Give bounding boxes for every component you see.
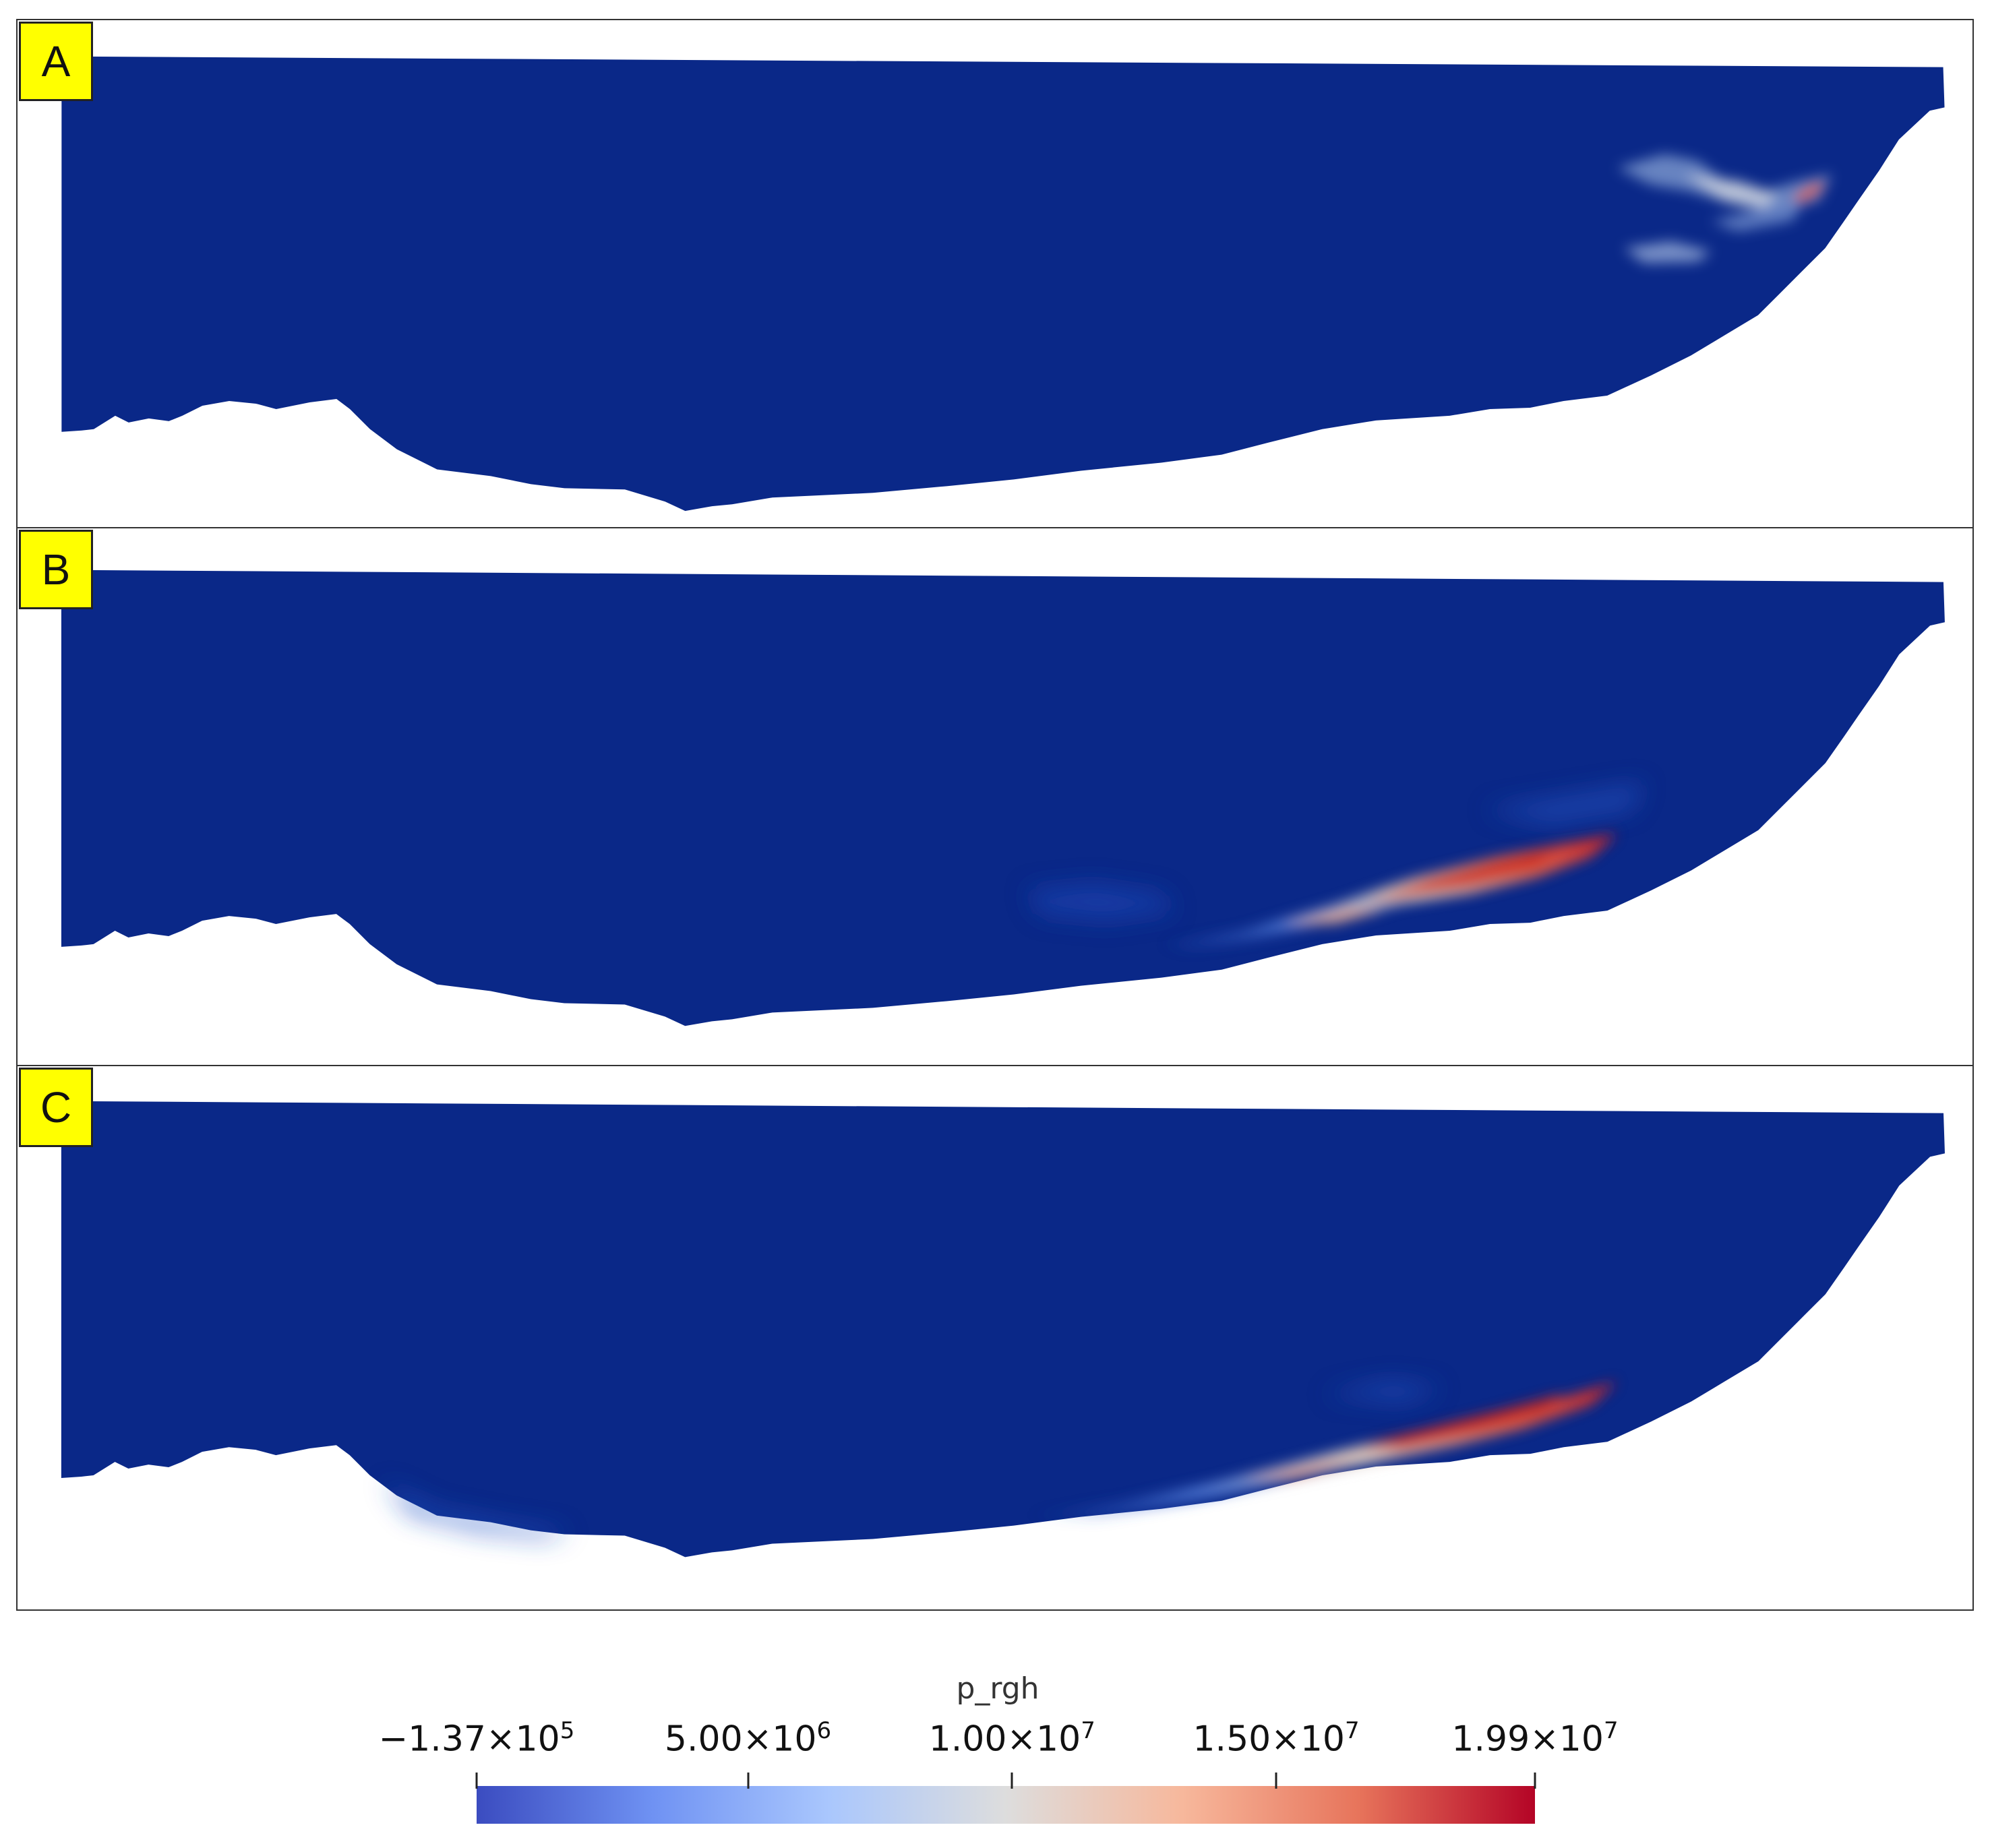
panel-c-domain — [61, 1101, 1946, 1558]
panel-label-b: B — [19, 530, 93, 609]
panel-b-plumes — [1027, 783, 1645, 921]
colorbar-tick-label: 1.00×107 — [928, 1717, 1095, 1760]
colorbar-tick-label: −1.37×105 — [378, 1717, 575, 1760]
colorbar: p_rgh −1.37×105 5.00×106 1.00×107 1.50×107 1… — [364, 1671, 1631, 1840]
colorbar-title: p_rgh — [956, 1671, 1039, 1706]
panel-b-hotspots — [1161, 833, 1618, 951]
colorbar-tick-label: 1.99×107 — [1451, 1717, 1619, 1760]
colorbar-tick-mark — [747, 1773, 749, 1789]
panel-c-hotspots — [1027, 1381, 1618, 1519]
panel-c: C — [16, 1065, 1974, 1611]
colorbar-tick-mark — [1534, 1773, 1536, 1789]
panel-a-domain — [61, 56, 1945, 512]
colorbar-gradient — [477, 1786, 1535, 1824]
colorbar-tick-mark — [475, 1773, 478, 1789]
colorbar-tick-mark — [1011, 1773, 1013, 1789]
colorbar-tick-mark — [1275, 1773, 1277, 1789]
panel-c-plumes — [383, 1381, 1443, 1539]
colorbar-tick-label: 1.50×107 — [1193, 1717, 1360, 1760]
panel-c-field — [61, 1101, 1946, 1558]
panel-b-field — [61, 569, 1945, 1026]
panel-label-a: A — [19, 22, 93, 101]
panel-a-field — [61, 56, 1945, 512]
panel-label-c: C — [19, 1068, 93, 1147]
panel-a-hotspots — [1617, 154, 1832, 264]
colorbar-tick-label: 5.00×106 — [664, 1717, 832, 1760]
panel-a: A — [16, 19, 1974, 530]
panel-b: B — [16, 527, 1974, 1068]
panel-b-domain — [61, 569, 1945, 1026]
